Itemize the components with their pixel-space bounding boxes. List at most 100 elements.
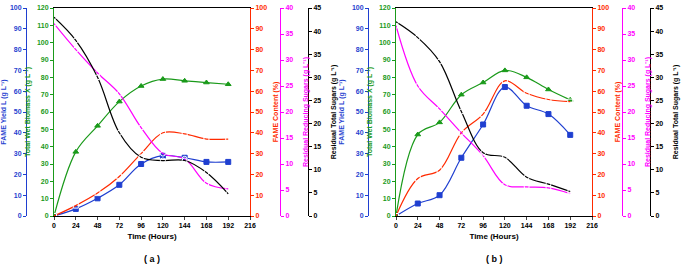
svg-text:40: 40 bbox=[356, 129, 364, 136]
svg-text:120: 120 bbox=[379, 4, 391, 11]
svg-text:60: 60 bbox=[356, 88, 364, 95]
svg-text:25: 25 bbox=[285, 82, 293, 89]
svg-text:Residual Total Sugars (g L⁻¹): Residual Total Sugars (g L⁻¹) bbox=[672, 65, 680, 159]
svg-text:10: 10 bbox=[627, 160, 635, 167]
svg-text:50: 50 bbox=[356, 108, 364, 115]
svg-text:50: 50 bbox=[41, 126, 49, 133]
svg-text:20: 20 bbox=[627, 108, 635, 115]
svg-text:80: 80 bbox=[356, 46, 364, 53]
svg-text:0: 0 bbox=[360, 212, 364, 219]
svg-text:40: 40 bbox=[41, 143, 49, 150]
svg-text:30: 30 bbox=[597, 150, 605, 157]
svg-text:40: 40 bbox=[14, 129, 22, 136]
svg-text:10: 10 bbox=[285, 160, 293, 167]
svg-text:24: 24 bbox=[72, 222, 80, 229]
svg-text:48: 48 bbox=[436, 222, 444, 229]
svg-text:60: 60 bbox=[383, 108, 391, 115]
svg-text:60: 60 bbox=[597, 88, 605, 95]
svg-text:70: 70 bbox=[597, 67, 605, 74]
svg-text:0: 0 bbox=[255, 212, 259, 219]
svg-text:40: 40 bbox=[255, 129, 263, 136]
svg-text:5: 5 bbox=[627, 186, 631, 193]
svg-text:144: 144 bbox=[179, 222, 191, 229]
svg-text:30: 30 bbox=[655, 74, 663, 81]
svg-text:70: 70 bbox=[356, 67, 364, 74]
svg-text:50: 50 bbox=[255, 108, 263, 115]
svg-text:120: 120 bbox=[37, 4, 49, 11]
svg-text:30: 30 bbox=[383, 160, 391, 167]
svg-text:5: 5 bbox=[655, 189, 659, 196]
svg-text:72: 72 bbox=[457, 222, 465, 229]
svg-text:100: 100 bbox=[379, 39, 391, 46]
svg-text:216: 216 bbox=[586, 222, 598, 229]
svg-text:10: 10 bbox=[255, 192, 263, 199]
svg-text:24: 24 bbox=[414, 222, 422, 229]
svg-text:30: 30 bbox=[255, 150, 263, 157]
svg-text:15: 15 bbox=[627, 134, 635, 141]
svg-text:45: 45 bbox=[655, 4, 663, 11]
svg-text:Time (Hours): Time (Hours) bbox=[127, 232, 177, 241]
svg-text:80: 80 bbox=[255, 46, 263, 53]
svg-text:100: 100 bbox=[37, 39, 49, 46]
svg-text:35: 35 bbox=[313, 51, 321, 58]
svg-text:10: 10 bbox=[597, 192, 605, 199]
svg-text:0: 0 bbox=[387, 212, 391, 219]
svg-text:100: 100 bbox=[597, 4, 609, 11]
svg-text:60: 60 bbox=[41, 108, 49, 115]
svg-text:40: 40 bbox=[383, 143, 391, 150]
svg-text:40: 40 bbox=[597, 129, 605, 136]
svg-text:20: 20 bbox=[383, 178, 391, 185]
svg-text:10: 10 bbox=[356, 192, 364, 199]
svg-text:216: 216 bbox=[244, 222, 256, 229]
svg-text:0: 0 bbox=[394, 222, 398, 229]
svg-text:120: 120 bbox=[157, 222, 169, 229]
svg-text:35: 35 bbox=[655, 51, 663, 58]
svg-text:72: 72 bbox=[115, 222, 123, 229]
svg-text:35: 35 bbox=[627, 30, 635, 37]
svg-text:60: 60 bbox=[14, 88, 22, 95]
svg-text:15: 15 bbox=[313, 143, 321, 150]
svg-text:120: 120 bbox=[499, 222, 511, 229]
svg-text:Total Wet Biomass X (g L⁻¹): Total Wet Biomass X (g L⁻¹) bbox=[366, 67, 374, 157]
svg-text:Time (Hours): Time (Hours) bbox=[469, 232, 519, 241]
svg-text:96: 96 bbox=[479, 222, 487, 229]
svg-text:192: 192 bbox=[564, 222, 576, 229]
svg-text:10: 10 bbox=[14, 192, 22, 199]
svg-text:Residual Reducing Sugars (g L⁻: Residual Reducing Sugars (g L⁻¹) bbox=[644, 57, 652, 167]
svg-text:10: 10 bbox=[41, 195, 49, 202]
svg-text:25: 25 bbox=[655, 97, 663, 104]
svg-text:40: 40 bbox=[313, 28, 321, 35]
svg-text:100: 100 bbox=[255, 4, 267, 11]
svg-text:0: 0 bbox=[285, 212, 289, 219]
svg-text:110: 110 bbox=[37, 22, 48, 29]
svg-text:30: 30 bbox=[627, 56, 635, 63]
svg-text:40: 40 bbox=[627, 4, 635, 11]
svg-text:10: 10 bbox=[313, 166, 321, 173]
svg-text:20: 20 bbox=[285, 108, 293, 115]
svg-text:Residual Total Sugars (g L⁻¹): Residual Total Sugars (g L⁻¹) bbox=[330, 65, 338, 159]
svg-text:100: 100 bbox=[10, 4, 22, 11]
svg-text:168: 168 bbox=[543, 222, 555, 229]
svg-text:20: 20 bbox=[14, 171, 22, 178]
svg-text:60: 60 bbox=[255, 88, 263, 95]
svg-text:70: 70 bbox=[41, 91, 49, 98]
svg-text:144: 144 bbox=[521, 222, 533, 229]
svg-text:70: 70 bbox=[14, 67, 22, 74]
svg-text:192: 192 bbox=[222, 222, 234, 229]
svg-text:20: 20 bbox=[356, 171, 364, 178]
svg-text:0: 0 bbox=[313, 212, 317, 219]
svg-text:80: 80 bbox=[14, 46, 22, 53]
svg-text:90: 90 bbox=[356, 25, 364, 32]
svg-text:30: 30 bbox=[356, 150, 364, 157]
svg-text:25: 25 bbox=[627, 82, 635, 89]
svg-text:0: 0 bbox=[45, 212, 49, 219]
svg-text:50: 50 bbox=[597, 108, 605, 115]
svg-text:40: 40 bbox=[655, 28, 663, 35]
svg-text:FAME Yield L (g L⁻¹): FAME Yield L (g L⁻¹) bbox=[338, 79, 346, 144]
svg-text:Total Wet Biomass X (g L⁻¹): Total Wet Biomass X (g L⁻¹) bbox=[24, 67, 32, 157]
svg-text:90: 90 bbox=[255, 25, 263, 32]
svg-text:30: 30 bbox=[313, 74, 321, 81]
svg-text:80: 80 bbox=[383, 74, 391, 81]
svg-text:110: 110 bbox=[379, 22, 390, 29]
svg-text:FAME Content (%): FAME Content (%) bbox=[614, 82, 622, 143]
